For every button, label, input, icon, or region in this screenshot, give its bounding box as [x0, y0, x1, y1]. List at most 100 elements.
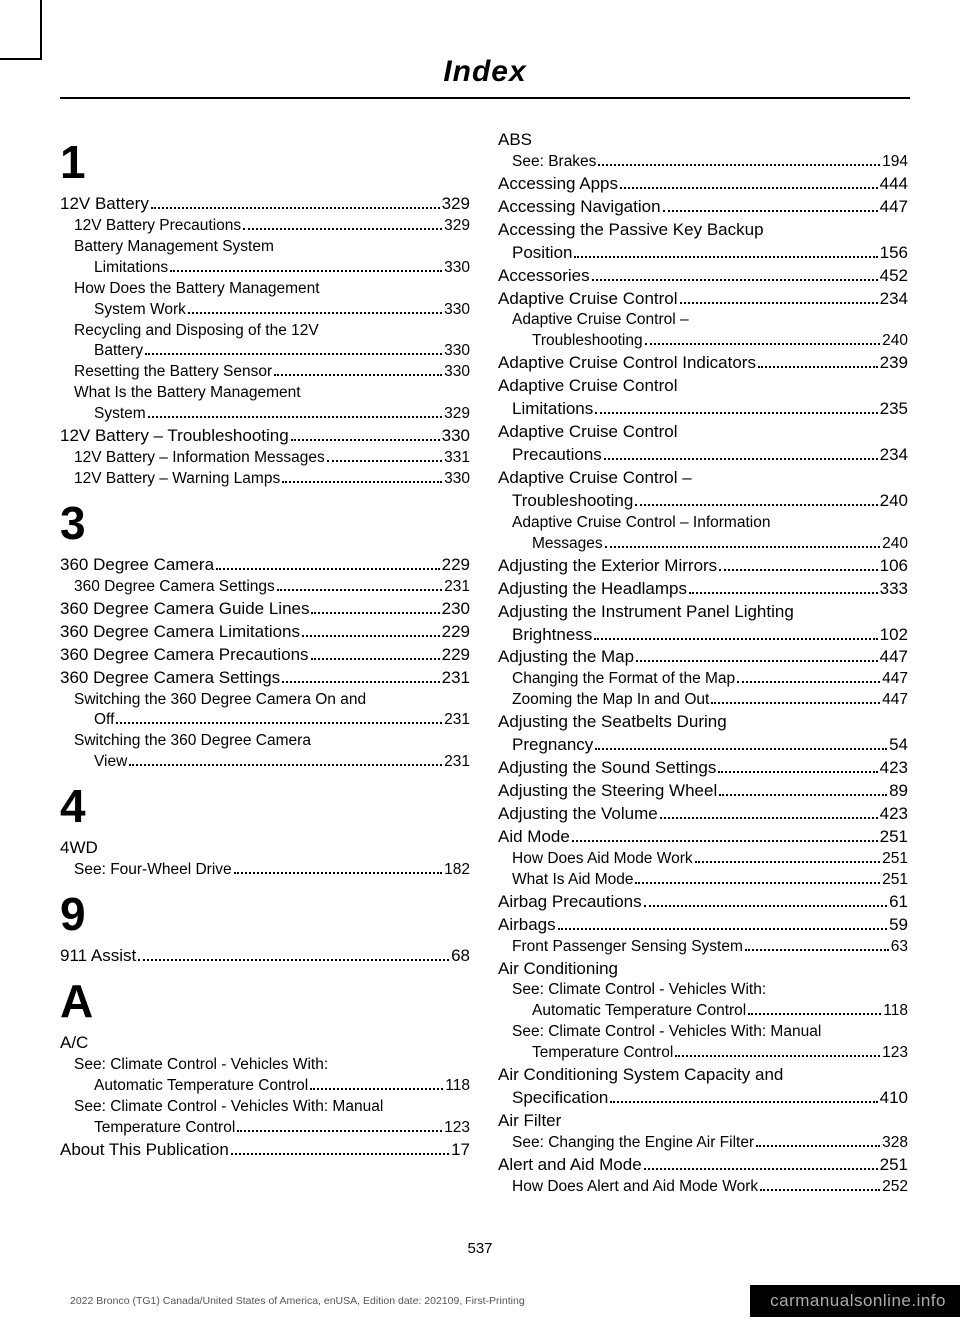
leader-dots: [277, 589, 442, 591]
index-entry: 12V Battery Precautions329: [60, 216, 470, 237]
leader-dots: [148, 416, 442, 418]
entry-page: 452: [880, 265, 908, 288]
entry-page: 251: [882, 849, 908, 870]
index-entry: What Is Aid Mode251: [498, 870, 908, 891]
entry-label: Air Conditioning: [498, 958, 618, 981]
entry-label: Troubleshooting: [532, 331, 643, 352]
entry-label: Brightness: [512, 624, 592, 647]
index-entry: How Does the Battery Management: [60, 279, 470, 300]
index-entry: How Does Alert and Aid Mode Work252: [498, 1177, 908, 1198]
entry-label: Zooming the Map In and Out: [512, 690, 709, 711]
index-entry: Adjusting the Map447: [498, 646, 908, 669]
index-entry: Adaptive Cruise Control – Information: [498, 513, 908, 534]
entry-label: System: [94, 404, 146, 425]
index-entry: Adaptive Cruise Control: [498, 421, 908, 444]
entry-label: Troubleshooting: [512, 490, 633, 513]
index-entry: Adjusting the Steering Wheel89: [498, 780, 908, 803]
entry-label: Battery Management System: [74, 237, 274, 258]
entry-label: How Does the Battery Management: [74, 279, 320, 300]
entry-label: System Work: [94, 300, 186, 321]
leader-dots: [145, 353, 442, 355]
index-entry: Resetting the Battery Sensor330: [60, 362, 470, 383]
entry-page: 61: [889, 891, 908, 914]
index-entry: Front Passenger Sensing System63: [498, 937, 908, 958]
leader-dots: [237, 1130, 442, 1132]
entry-label: Airbags: [498, 914, 556, 937]
section-letter: 9: [60, 891, 470, 937]
entry-label: 12V Battery – Information Messages: [74, 448, 325, 469]
entry-label: 12V Battery – Warning Lamps: [74, 469, 280, 490]
entry-label: Adjusting the Sound Settings: [498, 757, 716, 780]
index-entry: Temperature Control123: [498, 1043, 908, 1064]
index-entry: View231: [60, 752, 470, 773]
index-entry: Aid Mode251: [498, 826, 908, 849]
index-entry: Adjusting the Exterior Mirrors106: [498, 555, 908, 578]
entry-label: 911 Assist: [60, 945, 136, 968]
entry-label: 12V Battery – Troubleshooting: [60, 425, 289, 448]
page-header: Index: [60, 55, 910, 99]
entry-label: See: Changing the Engine Air Filter: [512, 1133, 754, 1154]
entry-page: 235: [880, 398, 908, 421]
index-entry: See: Climate Control - Vehicles With: Ma…: [60, 1097, 470, 1118]
entry-page: 447: [882, 690, 908, 711]
entry-page: 447: [882, 669, 908, 690]
leader-dots: [758, 366, 878, 368]
index-entry: Airbags59: [498, 914, 908, 937]
entry-page: 447: [880, 646, 908, 669]
index-entry: See: Climate Control - Vehicles With:: [60, 1055, 470, 1076]
entry-page: 251: [880, 826, 908, 849]
section-letter: 1: [60, 139, 470, 185]
leader-dots: [737, 681, 880, 683]
leader-dots: [282, 481, 442, 483]
entry-page: 123: [882, 1043, 908, 1064]
entry-page: 106: [880, 555, 908, 578]
entry-page: 251: [882, 870, 908, 891]
leader-dots: [756, 1145, 880, 1147]
entry-label: See: Climate Control - Vehicles With:: [512, 980, 766, 1001]
entry-label: Air Conditioning System Capacity and: [498, 1064, 783, 1087]
leader-dots: [660, 817, 878, 819]
leader-dots: [719, 569, 877, 571]
entry-page: 447: [880, 196, 908, 219]
entry-label: Alert and Aid Mode: [498, 1154, 642, 1177]
index-entry: Switching the 360 Degree Camera: [60, 731, 470, 752]
entry-label: About This Publication: [60, 1139, 229, 1162]
entry-page: 329: [444, 404, 470, 425]
index-entry: Automatic Temperature Control 118: [498, 1001, 908, 1022]
index-entry: Zooming the Map In and Out 447: [498, 690, 908, 711]
entry-page: 234: [880, 444, 908, 467]
entry-label: Messages: [532, 534, 603, 555]
index-entry: 360 Degree Camera Settings231: [60, 577, 470, 598]
entry-page: 54: [889, 734, 908, 757]
index-entry: How Does Aid Mode Work251: [498, 849, 908, 870]
entry-page: 89: [889, 780, 908, 803]
entry-label: Switching the 360 Degree Camera: [74, 731, 311, 752]
index-entry: 12V Battery329: [60, 193, 470, 216]
leader-dots: [594, 638, 877, 640]
leader-dots: [680, 302, 878, 304]
entry-page: 231: [444, 752, 470, 773]
entry-label: Automatic Temperature Control: [532, 1001, 746, 1022]
index-entry: Adjusting the Instrument Panel Lighting: [498, 601, 908, 624]
entry-label: Accessing Apps: [498, 173, 618, 196]
index-entry: Temperature Control123: [60, 1118, 470, 1139]
entry-page: 330: [444, 469, 470, 490]
leader-dots: [620, 187, 878, 189]
entry-label: Air Filter: [498, 1110, 561, 1133]
index-entry: Automatic Temperature Control118: [60, 1076, 470, 1097]
leader-dots: [592, 279, 878, 281]
footer-watermark: carmanualsonline.info: [750, 1285, 960, 1317]
entry-page: 330: [442, 425, 470, 448]
page-container: Index 112V Battery32912V Battery Precaut…: [0, 0, 960, 1337]
entry-label: 12V Battery: [60, 193, 149, 216]
leader-dots: [675, 1055, 880, 1057]
entry-page: 118: [883, 1001, 908, 1022]
entry-page: 182: [444, 860, 470, 881]
leader-dots: [151, 207, 440, 209]
index-entry: Adaptive Cruise Control: [498, 375, 908, 398]
leader-dots: [558, 928, 887, 930]
leader-dots: [243, 228, 442, 230]
index-entry: 12V Battery – Troubleshooting 330: [60, 425, 470, 448]
entry-label: See: Climate Control - Vehicles With:: [74, 1055, 328, 1076]
leader-dots: [695, 861, 881, 863]
